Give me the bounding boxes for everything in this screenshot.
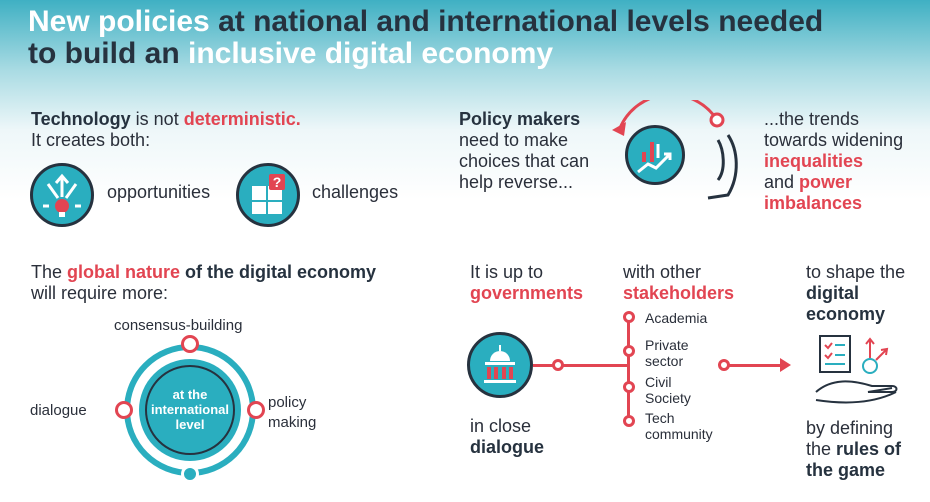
stakeholder-tech: Tech community bbox=[645, 410, 713, 442]
close-dialogue-text: in close dialogue bbox=[470, 416, 545, 457]
reverse-arrow-icon bbox=[612, 100, 738, 200]
stakeholder-private: Private sector bbox=[645, 337, 689, 369]
government-building-icon bbox=[467, 332, 533, 398]
shape-arrow-head bbox=[780, 358, 791, 372]
trends-text: ...the trends towards widening inequalit… bbox=[764, 109, 904, 213]
tech-heading: Technology is not deterministic. It crea… bbox=[31, 109, 301, 150]
international-level-label: at the international level bbox=[150, 387, 229, 432]
dialogue-node bbox=[115, 401, 133, 419]
shape-arrow-node bbox=[718, 359, 730, 371]
stakeholder-line bbox=[627, 316, 630, 424]
opportunities-icon bbox=[30, 163, 94, 227]
stakeholders-heading: with other stakeholders bbox=[623, 262, 735, 303]
dialogue-label: dialogue bbox=[30, 402, 87, 419]
stakeholder-node-4 bbox=[623, 415, 635, 427]
policy-makers-text: Policy makers need to make choices that … bbox=[459, 109, 590, 192]
governments-heading: It is up to governments bbox=[470, 262, 584, 303]
connector-line bbox=[533, 364, 628, 367]
stakeholder-academia: Academia bbox=[645, 310, 708, 326]
bottom-node bbox=[181, 465, 199, 483]
global-heading: The global nature of the digital economy… bbox=[31, 262, 377, 303]
shape-arrow-line bbox=[723, 364, 783, 367]
shape-economy-text: to shape the digital economy bbox=[806, 262, 906, 324]
connector-node bbox=[552, 359, 564, 371]
international-level-circle: at the international level bbox=[139, 359, 241, 461]
challenges-icon: ? bbox=[236, 163, 300, 227]
stakeholder-node-1 bbox=[623, 311, 635, 323]
policy-making-label: policy making bbox=[268, 394, 317, 431]
stakeholder-civil: Civil Society bbox=[645, 374, 691, 406]
page-title: New policies at national and internation… bbox=[28, 5, 824, 70]
stakeholder-node-3 bbox=[623, 381, 635, 393]
rules-hand-icon bbox=[815, 335, 898, 404]
consensus-label: consensus-building bbox=[114, 317, 243, 334]
challenges-label: challenges bbox=[312, 182, 399, 202]
rules-text: by defining the rules of the game bbox=[806, 418, 902, 480]
consensus-node bbox=[181, 335, 199, 353]
stakeholder-node-2 bbox=[623, 345, 635, 357]
trend-chart-icon bbox=[625, 125, 685, 185]
opportunities-label: opportunities bbox=[107, 182, 211, 202]
svg-text:?: ? bbox=[273, 174, 282, 190]
policy-node bbox=[247, 401, 265, 419]
